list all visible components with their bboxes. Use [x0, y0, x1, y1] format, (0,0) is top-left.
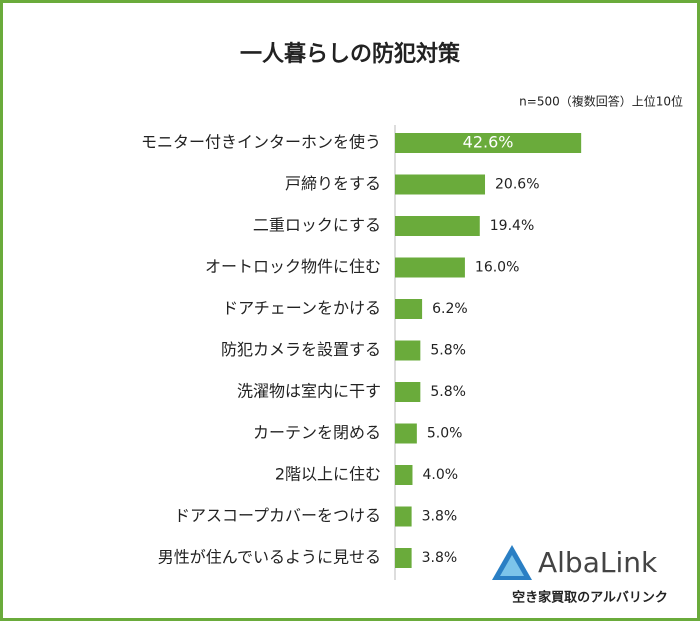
bar	[395, 257, 465, 278]
bar	[395, 506, 412, 527]
category-label: 防犯カメラを設置する	[221, 340, 381, 359]
value-label: 4.0%	[422, 467, 458, 483]
subtitle: n=500（複数回答）上位10位	[519, 94, 683, 109]
value-label: 5.8%	[430, 384, 466, 400]
category-label: 二重ロックにする	[253, 216, 381, 235]
logo-tagline: 空き家買取のアルバリンク	[512, 590, 668, 606]
bar	[395, 174, 486, 195]
chart-title: 一人暮らしの防犯対策	[240, 41, 461, 67]
bar	[395, 299, 423, 319]
value-label: 5.0%	[427, 426, 463, 442]
category-label: 男性が住んでいるように見せる	[158, 548, 381, 567]
bar	[395, 216, 480, 236]
logo-name: AlbaLink	[538, 546, 658, 579]
logo: AlbaLink 空き家買取のアルバリンク	[492, 545, 668, 606]
bar	[395, 548, 412, 568]
category-label: オートロック物件に住む	[205, 257, 381, 276]
value-label: 3.8%	[422, 509, 458, 525]
value-label: 16.0%	[475, 260, 519, 276]
category-label: モニター付きインターホンを使う	[141, 133, 381, 152]
category-label: 2階以上に住む	[275, 465, 381, 484]
bar	[395, 423, 417, 444]
value-label: 19.4%	[490, 218, 534, 234]
value-label: 6.2%	[432, 301, 468, 317]
value-label: 5.8%	[430, 343, 466, 359]
category-label: 戸締りをする	[285, 174, 381, 193]
value-label: 42.6%	[463, 133, 514, 152]
bar	[395, 465, 413, 485]
value-label: 3.8%	[422, 550, 458, 566]
category-label: ドアスコープカバーをつける	[174, 506, 381, 525]
category-label: 洗濯物は室内に干す	[237, 382, 381, 401]
category-label: ドアチェーンをかける	[222, 299, 381, 318]
logo-icon	[500, 555, 524, 576]
bar	[395, 340, 421, 361]
category-label: カーテンを閉める	[253, 423, 381, 442]
bar	[395, 382, 421, 402]
value-label: 20.6%	[495, 177, 539, 193]
bar	[395, 133, 582, 153]
